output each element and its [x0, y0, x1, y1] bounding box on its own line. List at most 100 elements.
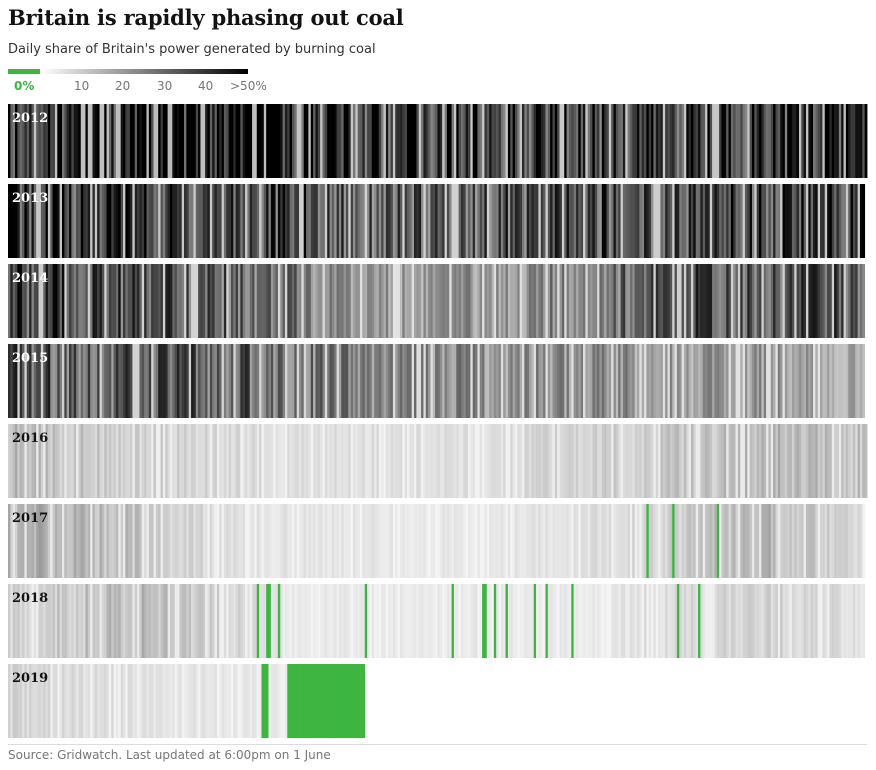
- day-cell: [343, 344, 347, 418]
- day-cell: [338, 584, 342, 658]
- day-cell: [306, 344, 309, 418]
- day-cell: [859, 584, 863, 658]
- day-cell: [463, 584, 467, 658]
- day-cell: [733, 424, 736, 498]
- day-cell: [223, 264, 227, 338]
- day-cell: [578, 344, 582, 418]
- day-cell: [460, 584, 464, 658]
- day-cell: [155, 504, 159, 578]
- day-cell: [360, 184, 363, 258]
- day-cell: [573, 424, 577, 498]
- day-cell: [585, 424, 589, 498]
- day-cell: [193, 264, 197, 338]
- day-cell: [125, 584, 129, 658]
- day-cell: [648, 504, 652, 578]
- day-cell: [78, 664, 82, 738]
- day-cell: [688, 104, 692, 178]
- day-cell: [827, 104, 830, 178]
- day-cell: [756, 504, 760, 578]
- day-cell: [435, 104, 438, 178]
- day-cell: [336, 504, 340, 578]
- day-cell: [859, 104, 863, 178]
- day-cell: [22, 504, 25, 578]
- day-cell: [798, 264, 802, 338]
- day-cell: [425, 264, 429, 338]
- day-cell: [585, 504, 589, 578]
- day-cell: [69, 584, 72, 658]
- day-cell: [141, 184, 145, 258]
- day-cell: [320, 424, 323, 498]
- day-cell: [676, 184, 680, 258]
- day-cell: [587, 424, 591, 498]
- day-cell: [686, 184, 690, 258]
- day-cell: [388, 344, 391, 418]
- day-cell: [803, 504, 807, 578]
- day-cell: [702, 184, 706, 258]
- day-cell: [73, 104, 77, 178]
- day-cell: [245, 424, 248, 498]
- day-cell: [698, 584, 701, 658]
- day-cell: [756, 344, 760, 418]
- day-cell: [383, 184, 387, 258]
- day-cell: [31, 584, 35, 658]
- day-cell: [144, 344, 147, 418]
- day-cell: [578, 424, 582, 498]
- day-cell: [547, 344, 551, 418]
- day-cell: [392, 184, 396, 258]
- day-cell: [514, 184, 518, 258]
- day-cell: [186, 344, 190, 418]
- day-cell: [240, 664, 244, 738]
- day-cell: [702, 584, 706, 658]
- day-cell: [674, 264, 678, 338]
- day-cell: [446, 104, 450, 178]
- day-cell: [404, 424, 408, 498]
- day-cell: [540, 424, 544, 498]
- day-cell: [409, 104, 413, 178]
- day-cell: [496, 344, 499, 418]
- day-cell: [106, 104, 110, 178]
- day-cell: [226, 584, 230, 658]
- day-cell: [468, 504, 471, 578]
- day-cell: [545, 104, 549, 178]
- day-cell: [26, 584, 30, 658]
- day-cell: [392, 504, 396, 578]
- day-cell: [15, 424, 18, 498]
- day-cell: [235, 584, 239, 658]
- day-cell: [242, 424, 246, 498]
- day-cell: [759, 104, 762, 178]
- day-cell: [855, 504, 859, 578]
- day-cell: [451, 344, 455, 418]
- day-cell: [29, 424, 32, 498]
- day-cell: [801, 344, 805, 418]
- day-cell: [113, 504, 117, 578]
- day-cell: [334, 664, 337, 738]
- day-cell: [456, 504, 460, 578]
- day-cell: [723, 184, 727, 258]
- day-cell: [219, 104, 222, 178]
- day-cell: [331, 584, 335, 658]
- day-cell: [803, 584, 807, 658]
- day-cell: [789, 104, 793, 178]
- day-cell: [22, 424, 25, 498]
- day-cell: [59, 424, 63, 498]
- day-cell: [202, 584, 206, 658]
- day-cell: [796, 264, 800, 338]
- day-cell: [12, 664, 16, 738]
- day-cell: [266, 504, 269, 578]
- day-cell: [559, 344, 563, 418]
- day-cell: [838, 504, 842, 578]
- day-cell: [198, 104, 201, 178]
- day-cell: [270, 424, 274, 498]
- day-cell: [777, 344, 781, 418]
- day-cell: [423, 424, 427, 498]
- day-cell: [531, 344, 535, 418]
- day-cell: [702, 344, 706, 418]
- day-cell: [371, 344, 375, 418]
- day-cell: [10, 504, 14, 578]
- day-cell: [17, 104, 21, 178]
- day-cell: [744, 264, 748, 338]
- day-cell: [681, 344, 685, 418]
- day-cell: [698, 104, 701, 178]
- day-cell: [235, 104, 239, 178]
- day-cell: [672, 104, 675, 178]
